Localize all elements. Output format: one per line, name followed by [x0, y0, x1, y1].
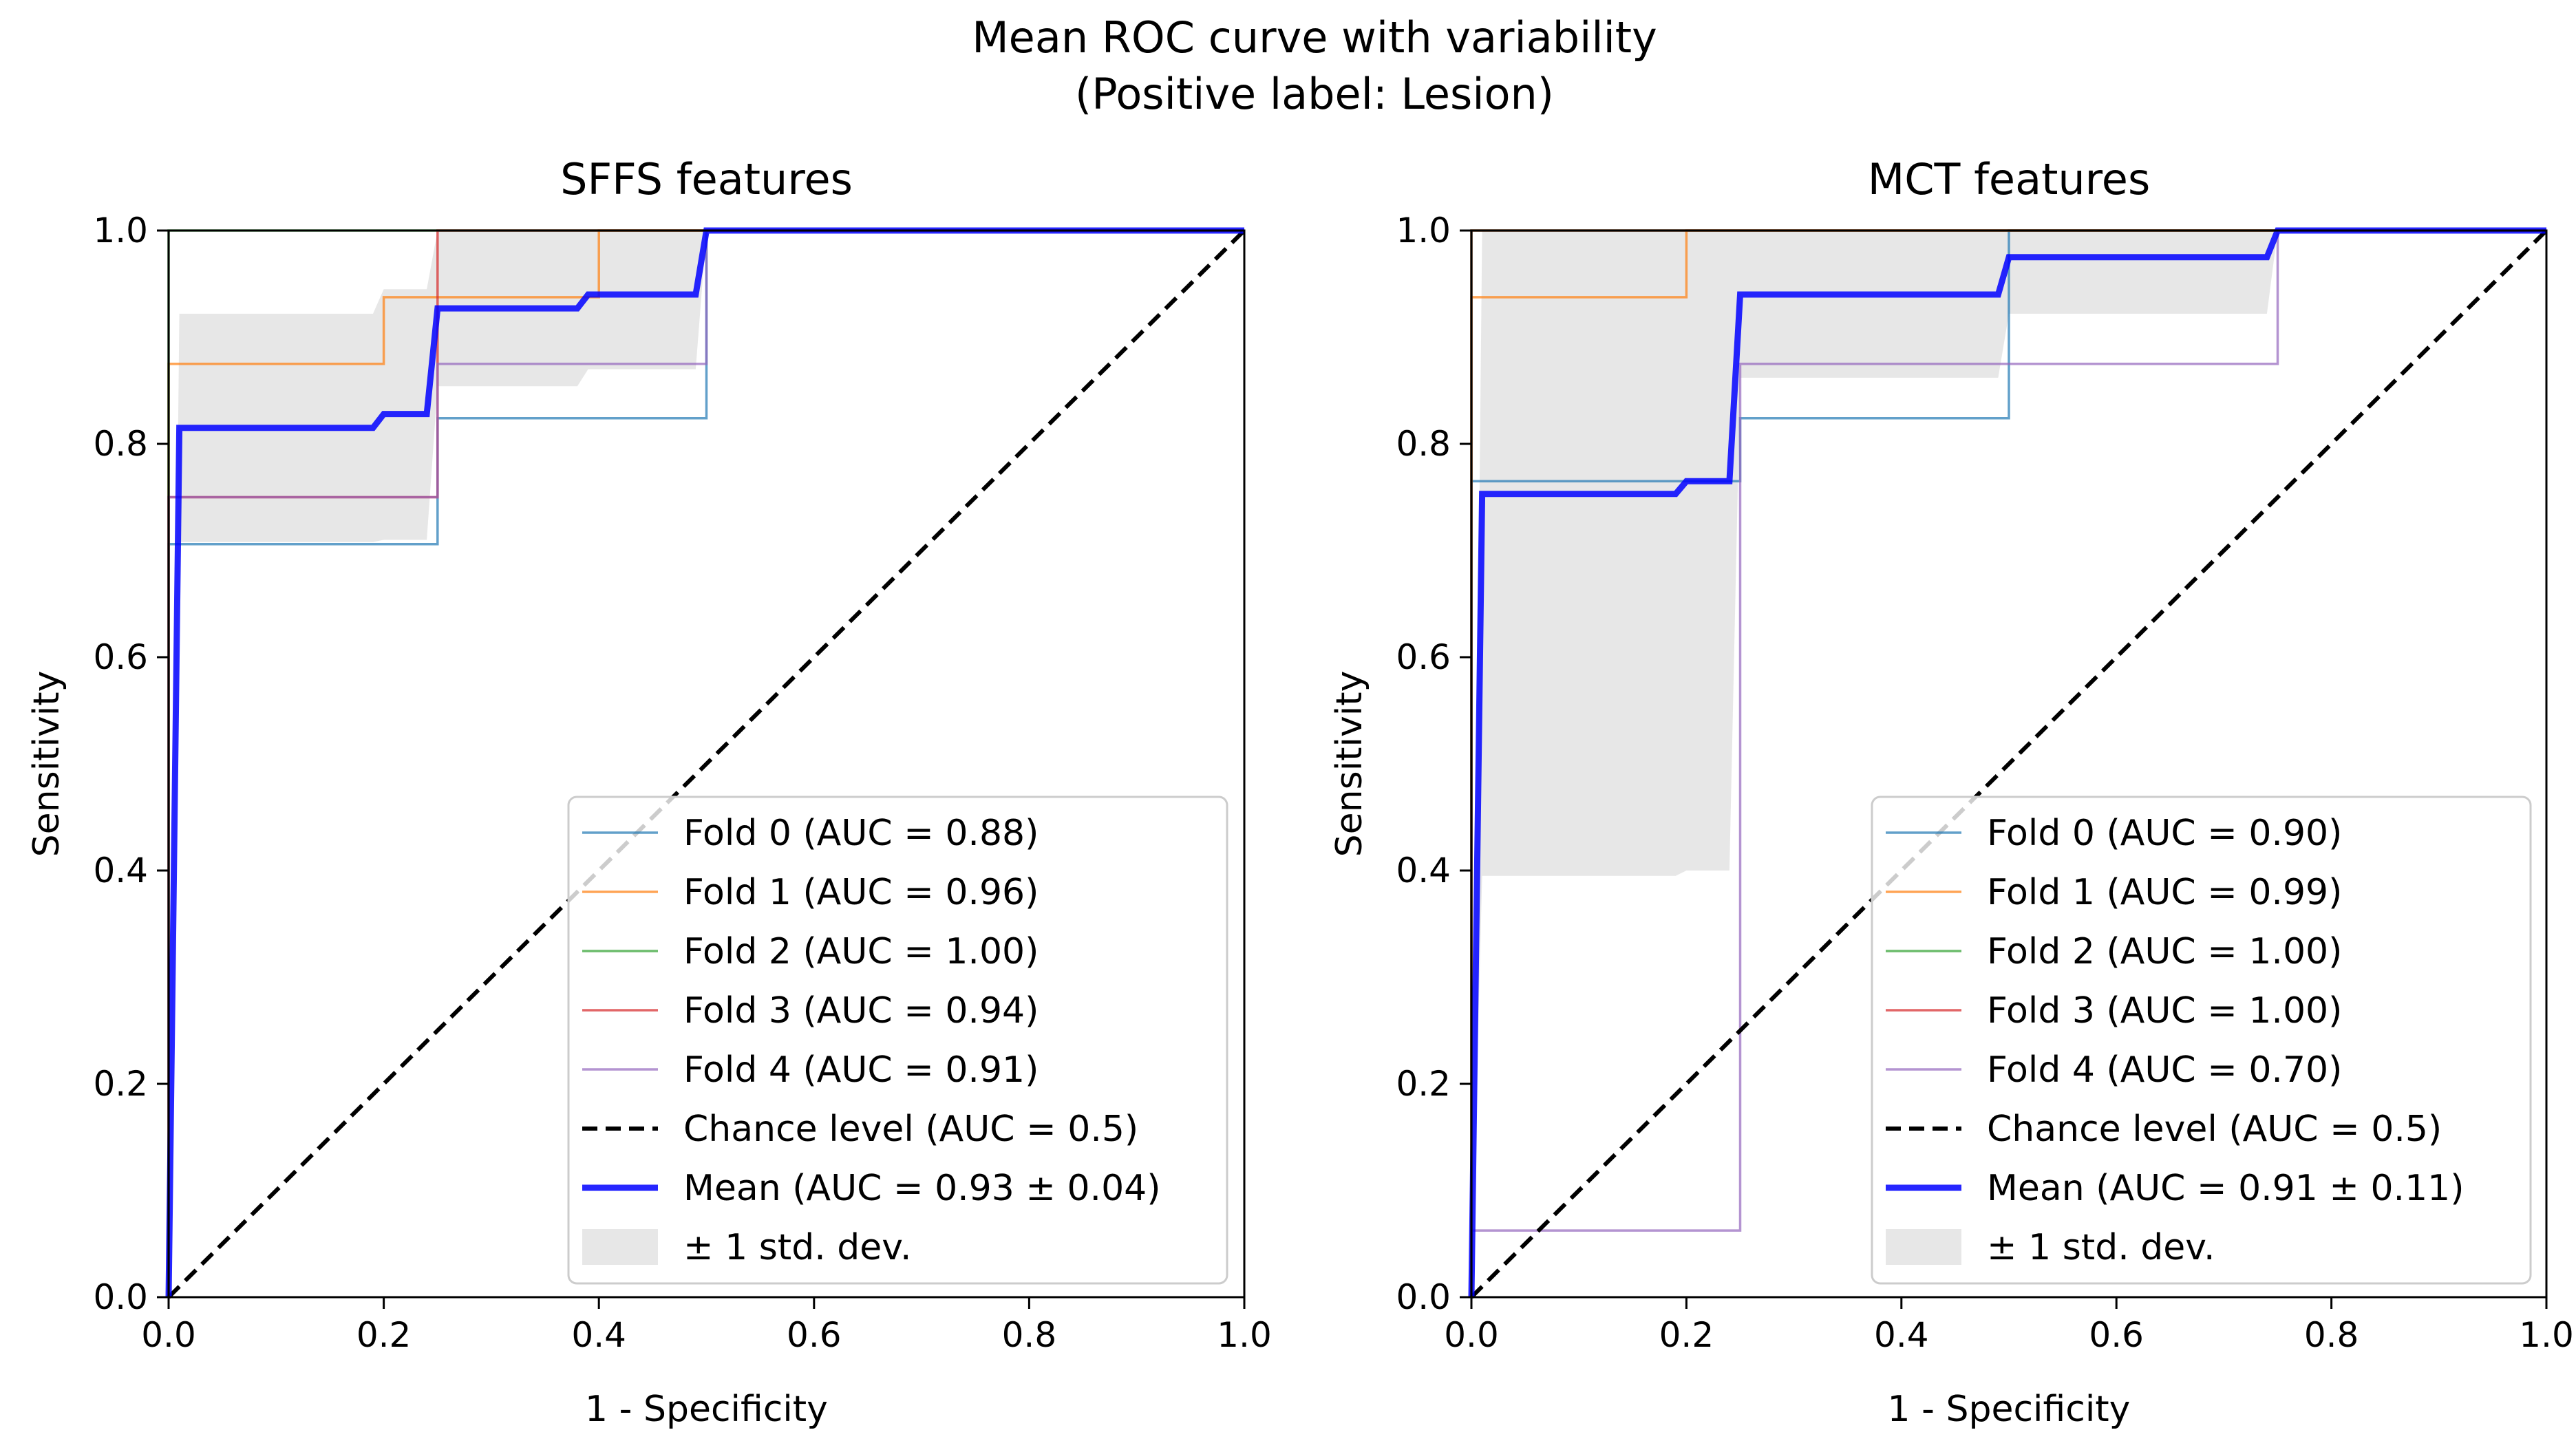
- figure-title-line1: Mean ROC curve with variability: [972, 12, 1657, 63]
- y-axis-label: Sensitivity: [26, 671, 67, 857]
- x-tick-label: 1.0: [1217, 1315, 1272, 1355]
- y-tick-label: 1.0: [93, 211, 148, 250]
- y-tick-label: 0.0: [1396, 1277, 1451, 1317]
- legend-entry-label: ± 1 std. dev.: [683, 1227, 912, 1268]
- std-dev-band: [169, 231, 1244, 1297]
- x-tick-label: 0.2: [356, 1315, 412, 1355]
- y-tick-label: 0.2: [1396, 1064, 1451, 1104]
- axes-frame: [167, 229, 1246, 1299]
- chance-roc-line: [1469, 228, 2548, 1299]
- legend: Fold 0 (AUC = 0.88) Fold 1 (AUC = 0.96) Fo…: [567, 796, 1228, 1285]
- panel-title: MCT features: [1868, 154, 2151, 204]
- y-tick-label: 0.6: [93, 637, 148, 677]
- x-axis-label: 1 - Specificity: [1888, 1389, 2131, 1430]
- legend-box: [567, 796, 1228, 1285]
- y-tick-label: 0.6: [1396, 637, 1451, 677]
- y-axis-label: Sensitivity: [1329, 671, 1370, 857]
- legend-entry-label: Chance level (AUC = 0.5): [1987, 1109, 2442, 1150]
- x-tick-label: 0.4: [1874, 1315, 1929, 1355]
- x-tick-label: 1.0: [2519, 1315, 2574, 1355]
- y-tick-label: 0.4: [1396, 851, 1451, 890]
- legend-entry-label: Fold 3 (AUC = 0.94): [683, 990, 1039, 1032]
- legend-entry-label: Mean (AUC = 0.91 ± 0.11): [1987, 1168, 2465, 1209]
- y-tick-label: 0.2: [93, 1064, 148, 1104]
- sffs-roc-panel: 0.0 0.2 0.4 0.6 0.8 1.0 0.0 0.2 0.4 0.6 0.8 1.0 SFFS…: [26, 154, 1272, 1430]
- y-tick-label: 0.8: [93, 424, 148, 464]
- legend-box: [1871, 796, 2532, 1285]
- y-tick-label: 0.4: [93, 851, 148, 890]
- mean-roc-line: [165, 227, 1244, 1298]
- x-tick-label: 0.0: [141, 1315, 196, 1355]
- x-tick-label: 0.4: [571, 1315, 626, 1355]
- x-tick-label: 0.6: [787, 1315, 842, 1355]
- x-tick-label: 0.6: [2089, 1315, 2144, 1355]
- legend-band-swatch: [582, 1229, 658, 1265]
- legend-entry-label: Fold 3 (AUC = 1.00): [1987, 990, 2342, 1032]
- figure-title-line2: (Positive label: Lesion): [1075, 69, 1554, 119]
- mean-roc-line: [1468, 227, 2546, 1298]
- x-tick-label: 0.2: [1659, 1315, 1714, 1355]
- std-dev-band: [1471, 231, 2546, 1297]
- legend-entry-label: Chance level (AUC = 0.5): [683, 1109, 1138, 1150]
- legend-entry-label: Fold 2 (AUC = 1.00): [1987, 931, 2342, 972]
- legend-entry-label: ± 1 std. dev.: [1987, 1227, 2215, 1268]
- y-tick-label: 0.0: [93, 1277, 148, 1317]
- legend-entry-label: Fold 1 (AUC = 0.96): [683, 872, 1039, 913]
- legend-entry-label: Fold 4 (AUC = 0.70): [1987, 1049, 2342, 1091]
- legend-band-swatch: [1886, 1229, 1961, 1265]
- mct-roc-panel: 0.0 0.2 0.4 0.6 0.8 1.0 0.0 0.2 0.4 0.6 0.8 1.0 MCT …: [1329, 154, 2574, 1430]
- y-tick-label: 1.0: [1396, 211, 1451, 250]
- x-axis-label: 1 - Specificity: [585, 1389, 828, 1430]
- legend-entry-label: Fold 4 (AUC = 0.91): [683, 1049, 1039, 1091]
- panel-title: SFFS features: [560, 154, 853, 204]
- y-tick-label: 0.8: [1396, 424, 1451, 464]
- chance-roc-line: [167, 228, 1246, 1299]
- legend-entry-label: Fold 2 (AUC = 1.00): [683, 931, 1039, 972]
- x-tick-label: 0.0: [1444, 1315, 1499, 1355]
- legend-entry-label: Mean (AUC = 0.93 ± 0.04): [683, 1168, 1161, 1209]
- legend-entry-label: Fold 0 (AUC = 0.88): [683, 813, 1039, 854]
- legend-entry-label: Fold 1 (AUC = 0.99): [1987, 872, 2342, 913]
- x-tick-label: 0.8: [1002, 1315, 1057, 1355]
- legend: Fold 0 (AUC = 0.90) Fold 1 (AUC = 0.99) Fo…: [1871, 796, 2532, 1285]
- x-tick-label: 0.8: [2304, 1315, 2359, 1355]
- axes-frame: [1470, 229, 2548, 1299]
- legend-entry-label: Fold 0 (AUC = 0.90): [1987, 813, 2342, 854]
